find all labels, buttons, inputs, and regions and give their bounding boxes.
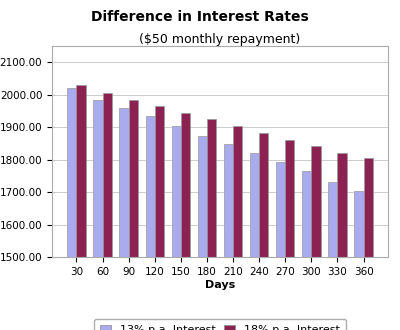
Bar (207, 119, 216, 330)
Bar (354, 191, 364, 330)
Bar (311, 146, 320, 330)
Legend: 13% p.a. Interest, 18% p.a. Interest: 13% p.a. Interest, 18% p.a. Interest (94, 319, 346, 330)
Text: Difference in Interest Rates: Difference in Interest Rates (91, 10, 309, 24)
Bar (102, 93, 112, 330)
Bar (302, 171, 311, 330)
Bar (155, 106, 164, 330)
Bar (338, 153, 347, 330)
Bar (146, 116, 155, 330)
Bar (276, 162, 285, 330)
Bar (364, 158, 373, 330)
Bar (285, 141, 294, 330)
Bar (328, 182, 338, 330)
Bar (259, 133, 268, 330)
Bar (67, 88, 76, 330)
Bar (198, 136, 207, 330)
Bar (172, 126, 181, 330)
Bar (129, 100, 138, 330)
Title: ($50 monthly repayment): ($50 monthly repayment) (139, 33, 301, 46)
Bar (181, 113, 190, 330)
Bar (93, 100, 102, 330)
X-axis label: Days: Days (205, 280, 235, 290)
Bar (224, 144, 233, 330)
Bar (76, 85, 86, 330)
Bar (233, 126, 242, 330)
Bar (250, 153, 259, 330)
Bar (120, 108, 129, 330)
